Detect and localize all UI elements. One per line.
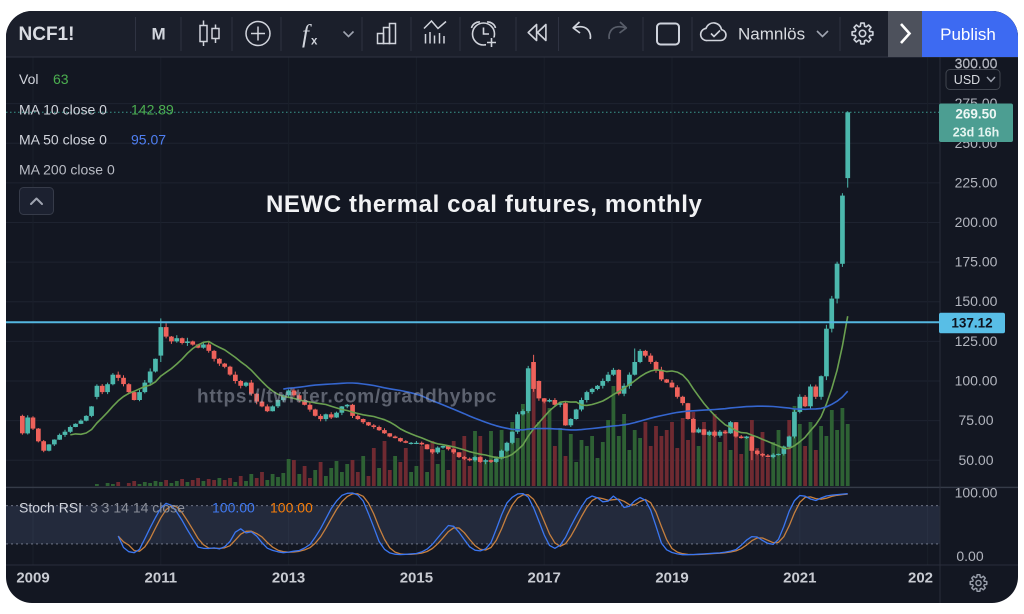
- svg-text:Publish: Publish: [940, 25, 996, 44]
- svg-text:125.00: 125.00: [955, 333, 998, 349]
- svg-text:23d 16h: 23d 16h: [953, 126, 1000, 140]
- svg-text:USD: USD: [954, 73, 980, 87]
- svg-text:https://twitter.com/graddhybpc: https://twitter.com/graddhybpc: [197, 387, 497, 408]
- svg-text:MA 200 close 0: MA 200 close 0: [19, 162, 115, 178]
- svg-text:142.89: 142.89: [131, 102, 174, 118]
- svg-text:100.00: 100.00: [270, 500, 313, 516]
- svg-text:95.07: 95.07: [131, 132, 166, 148]
- svg-text:137.12: 137.12: [951, 316, 992, 331]
- svg-text:300.00: 300.00: [955, 55, 998, 71]
- svg-text:NEWC thermal coal futures, mon: NEWC thermal coal futures, monthly: [266, 191, 703, 218]
- svg-text:150.00: 150.00: [955, 293, 998, 309]
- svg-text:200.00: 200.00: [955, 214, 998, 230]
- svg-text:Stoch RSI: Stoch RSI: [19, 500, 82, 516]
- svg-text:f: f: [302, 21, 312, 48]
- svg-text:3 3 14 14 close: 3 3 14 14 close: [90, 500, 185, 516]
- svg-text:2009: 2009: [16, 570, 49, 587]
- svg-text:63: 63: [53, 71, 69, 87]
- svg-text:100.00: 100.00: [955, 373, 998, 389]
- svg-text:2011: 2011: [145, 570, 178, 587]
- svg-text:x: x: [311, 36, 318, 48]
- svg-text:2015: 2015: [400, 570, 433, 587]
- svg-text:MA 50 close 0: MA 50 close 0: [19, 132, 107, 148]
- svg-text:75.00: 75.00: [958, 412, 993, 428]
- svg-text:2013: 2013: [272, 570, 305, 587]
- svg-text:MA 10 close 0: MA 10 close 0: [19, 102, 107, 118]
- svg-text:Vol: Vol: [19, 71, 38, 87]
- svg-text:300.00: 300.00: [955, 56, 998, 72]
- svg-text:100.00: 100.00: [212, 500, 255, 516]
- svg-text:2021: 2021: [783, 570, 816, 587]
- svg-text:2017: 2017: [528, 570, 561, 587]
- svg-text:2019: 2019: [655, 570, 688, 587]
- svg-text:225.00: 225.00: [955, 174, 998, 190]
- svg-text:269.50: 269.50: [955, 107, 996, 122]
- svg-text:Namnlös: Namnlös: [738, 25, 805, 44]
- svg-text:NCF1!: NCF1!: [19, 24, 75, 45]
- svg-text:100.00: 100.00: [955, 485, 998, 501]
- svg-text:0.00: 0.00: [956, 548, 983, 564]
- svg-text:202: 202: [908, 570, 933, 587]
- svg-text:50.00: 50.00: [958, 452, 993, 468]
- svg-text:175.00: 175.00: [955, 254, 998, 270]
- svg-text:M: M: [152, 25, 166, 44]
